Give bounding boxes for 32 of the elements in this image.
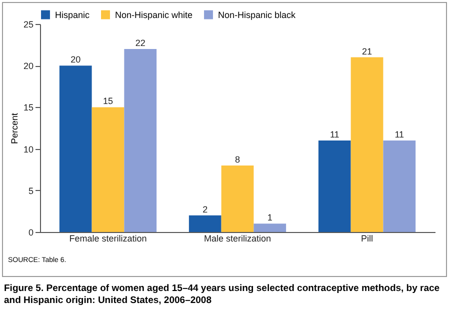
bar bbox=[59, 66, 92, 232]
y-tick-label: 10 bbox=[23, 144, 34, 154]
data-label: 1 bbox=[267, 212, 272, 223]
data-label: 8 bbox=[234, 154, 240, 164]
y-tick-label: 15 bbox=[23, 102, 34, 113]
bar bbox=[254, 224, 286, 232]
bar bbox=[188, 215, 222, 232]
data-label: 2 bbox=[202, 204, 208, 214]
legend-label: Non-Hispanic black bbox=[218, 10, 296, 20]
data-label: 21 bbox=[362, 46, 372, 56]
text: Figure 5. Percentage of women aged 15–44 years using selected contraceptive methods, by race and Hispanic origin: United States, 2006–2008 bbox=[4, 283, 441, 307]
x-tick-label: Male sterilization bbox=[204, 234, 272, 244]
data-label: 15 bbox=[102, 96, 113, 106]
legend-label: Hispanic bbox=[55, 10, 90, 20]
bar bbox=[92, 107, 124, 232]
data-label: 11 bbox=[330, 129, 340, 140]
bar bbox=[350, 57, 384, 232]
bar bbox=[221, 165, 254, 232]
y-tick-label: 20 bbox=[23, 61, 34, 72]
bar bbox=[318, 140, 351, 232]
bar bbox=[383, 140, 416, 232]
y-tick-label: 0 bbox=[28, 228, 34, 238]
data-label: 11 bbox=[394, 129, 404, 140]
bar bbox=[124, 48, 157, 232]
data-label: 22 bbox=[135, 38, 146, 48]
data-label: 20 bbox=[70, 54, 81, 65]
x-tick-label: Female sterilization bbox=[69, 234, 147, 244]
y-tick-label: 5 bbox=[28, 186, 34, 196]
y-tick-label: 25 bbox=[23, 20, 34, 30]
legend-label: Non-Hispanic white bbox=[115, 10, 193, 20]
x-tick-label: Pill bbox=[361, 234, 374, 244]
y-axis-title: Percent bbox=[9, 112, 20, 144]
